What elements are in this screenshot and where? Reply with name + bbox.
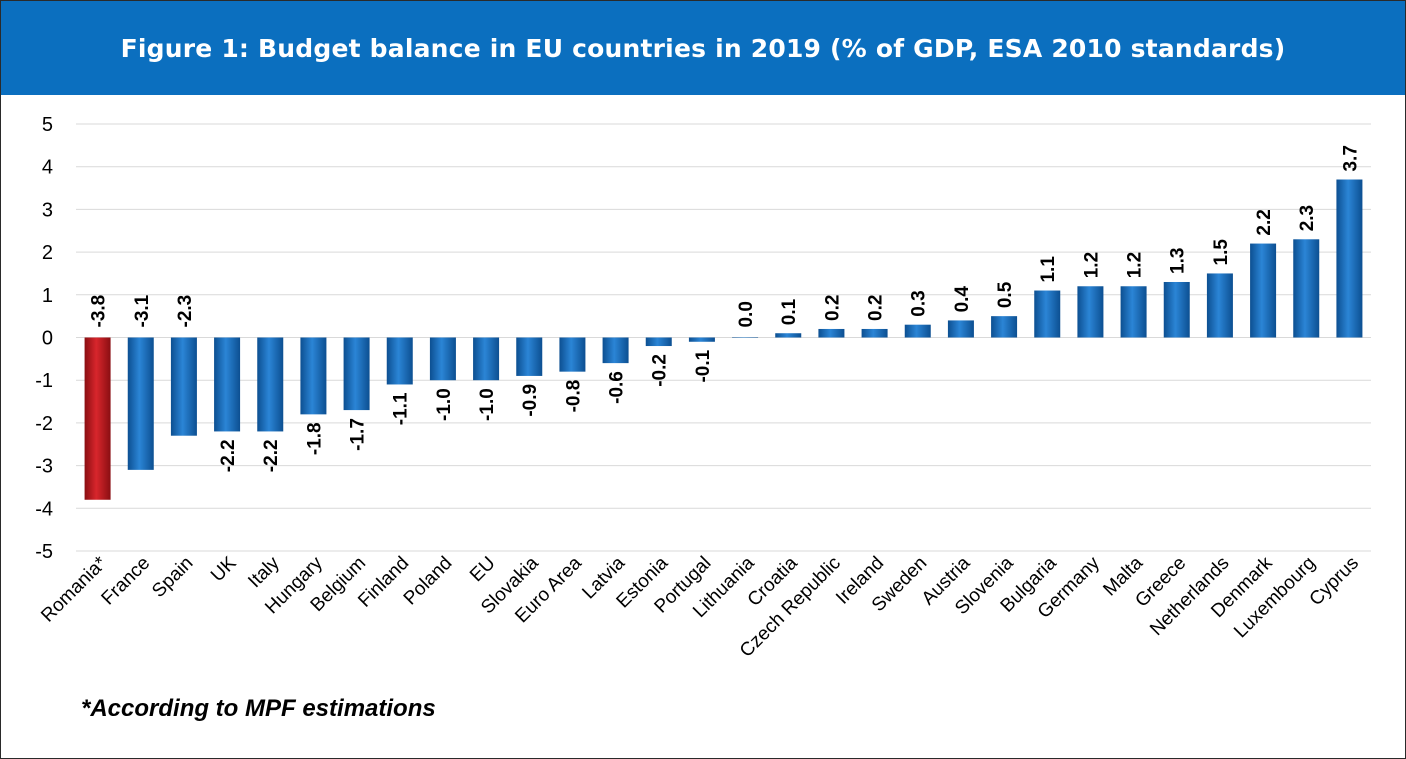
data-label: -0.8 [563,380,584,413]
data-label: 1.5 [1211,239,1232,266]
data-label: 0.2 [866,295,887,321]
bars [84,179,1363,500]
gridlines [76,123,1371,552]
bar-estonia [645,337,672,347]
bar-lithuania [732,337,759,338]
data-label: -0.1 [693,349,714,382]
bar-croatia [775,333,802,338]
bar-hungary [300,337,327,415]
bar-spain [170,337,197,436]
data-label: -2.3 [175,295,196,328]
data-label: -1.1 [391,392,412,425]
y-tick-label: -4 [35,498,53,520]
data-label: 2.2 [1254,209,1275,235]
y-tick-label: -2 [35,413,53,435]
bar-italy [257,337,284,432]
bar-bulgaria [1034,290,1061,338]
data-label: 1.2 [1081,252,1102,278]
data-label: -0.9 [520,384,541,417]
data-label: 0.3 [909,290,930,316]
y-tick-label: 5 [42,114,53,136]
y-axis-ticks: 5 4 3 2 1 0 -1 -2 -3 -4 -5 [35,114,53,563]
bar-poland [429,337,456,381]
footnote: *According to MPF estimations [81,695,436,722]
bar-slovenia [991,316,1018,338]
y-tick-label: 0 [42,328,53,350]
data-label: -0.6 [607,371,628,404]
bar-luxembourg [1293,239,1320,338]
data-label: -1.8 [304,422,325,455]
y-tick-label: 2 [42,242,53,264]
data-label: -1.7 [348,418,369,451]
x-tick-label: Cyprus [1306,553,1363,610]
y-tick-label: 3 [42,199,53,221]
bar-malta [1120,286,1147,338]
bar-slovakia [516,337,543,376]
bar-latvia [602,337,629,364]
bar-chart: 5 4 3 2 1 0 -1 -2 -3 -4 -5 -3.8 -3.1 -2.3 -2.2 -2.2 -1.… [35,114,1371,662]
data-label: 0.0 [736,301,757,327]
bar-uk [214,337,241,432]
data-label: 0.5 [995,281,1016,308]
y-tick-label: -1 [35,370,53,392]
bar-eu [473,337,500,381]
data-label: 1.3 [1168,248,1189,274]
figure-title: Figure 1: Budget balance in EU countries… [120,33,1286,63]
bar-portugal [688,337,715,342]
bar-netherlands [1206,273,1233,338]
bar-sweden [904,324,931,338]
bar-france [127,337,154,470]
x-tick-label: EU [466,553,500,587]
data-label: -1.0 [477,388,498,421]
data-label: -3.8 [89,295,110,328]
data-label: 3.7 [1340,145,1361,171]
data-label: -2.2 [261,439,282,472]
data-label: 2.3 [1297,205,1318,231]
data-label: -3.1 [132,294,153,327]
x-tick-label: UK [207,552,241,586]
bar-belgium [343,337,370,411]
data-label: 1.1 [1038,256,1059,283]
data-label: -1.0 [434,388,455,421]
data-label: 0.2 [822,295,843,321]
bar-ireland [861,328,888,338]
x-tick-label: Poland [400,553,457,610]
bar-cyprus [1336,179,1363,338]
y-tick-label: -3 [35,456,53,478]
bar-czech-republic [818,328,845,338]
y-tick-label: 4 [42,157,53,179]
bar-denmark [1250,243,1277,338]
data-label: -0.2 [650,354,671,387]
data-label: -2.2 [218,439,239,472]
bar-romania [84,337,111,500]
bar-greece [1163,281,1190,338]
y-tick-label: 1 [42,285,53,307]
bar-finland [386,337,413,385]
bar-austria [947,320,974,338]
data-label: 0.4 [952,286,973,313]
bar-euro-area [559,337,586,372]
data-label: 0.1 [779,298,800,325]
data-labels: -3.8 -3.1 -2.3 -2.2 -2.2 -1.8 -1.7 -1.1 -1.0 -1.0… [89,145,1362,472]
x-tick-label: France [98,553,155,610]
figure-header: Figure 1: Budget balance in EU countries… [1,1,1405,95]
bar-germany [1077,286,1104,338]
x-tick-label: Romania* [37,552,111,626]
y-tick-label: -5 [35,541,53,563]
x-tick-label: Spain [148,553,197,602]
data-label: 1.2 [1125,252,1146,278]
